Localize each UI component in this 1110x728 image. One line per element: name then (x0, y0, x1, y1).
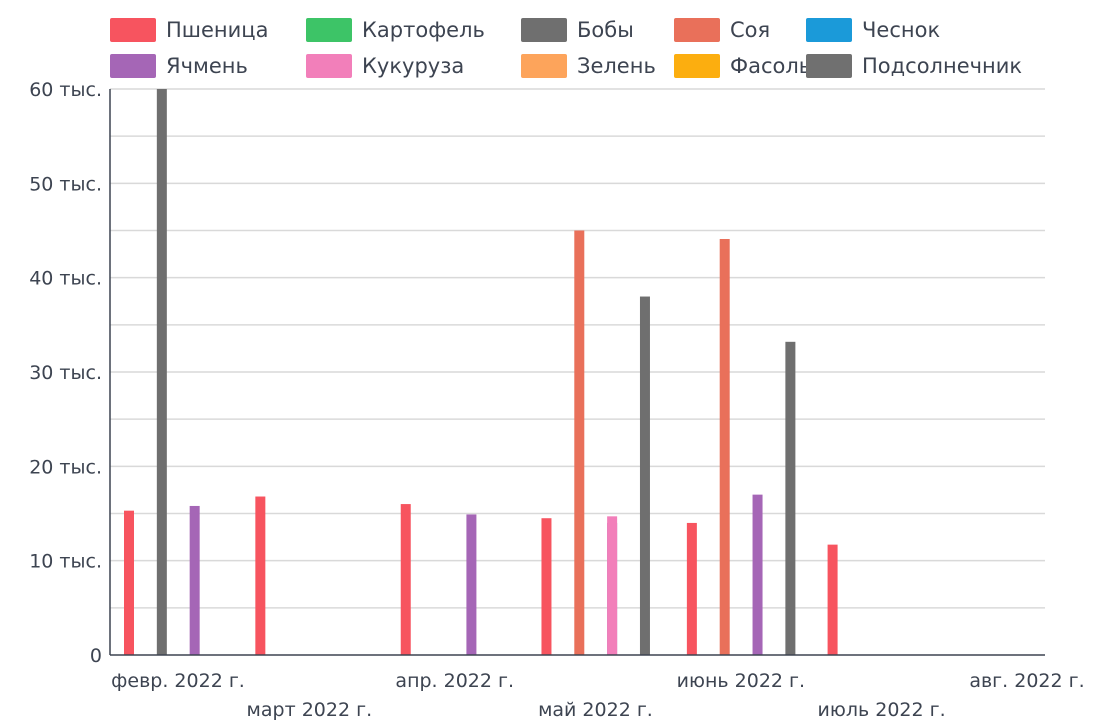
legend-label: Бобы (577, 18, 634, 42)
legend-label: Соя (730, 18, 771, 42)
x-tick-label: февр. 2022 г. (111, 670, 245, 692)
legend-label: Подсолнечник (862, 54, 1023, 78)
legend-item[interactable]: Бобы (521, 17, 634, 43)
y-tick-label: 0 (90, 645, 102, 667)
axes (109, 89, 1045, 656)
legend-swatch (110, 18, 156, 42)
bar[interactable] (156, 89, 167, 655)
y-axis-tick-labels: 0 10 тыс. 20 тыс. 30 тыс. 40 тыс. 50 тыс. 60 т… (29, 79, 102, 667)
x-tick-label: март 2022 г. (247, 699, 373, 721)
legend-swatch (521, 18, 567, 42)
x-axis-tick-labels: февр. 2022 г.март 2022 г. апр. 2022 г. май… (111, 670, 1085, 721)
y-tick-label: 50 тыс. (29, 173, 102, 195)
legend-item[interactable]: Ячмень (110, 53, 248, 79)
bar[interactable] (541, 518, 552, 655)
y-tick-label: 10 тыс. (29, 551, 102, 573)
x-tick-label: апр. 2022 г. (395, 670, 514, 692)
y-tick-label: 30 тыс. (29, 362, 102, 384)
bar[interactable] (607, 516, 618, 655)
bar[interactable] (752, 494, 763, 655)
legend-swatch (674, 54, 720, 78)
bar[interactable] (124, 510, 134, 655)
legend-swatch (521, 54, 567, 78)
bars (124, 89, 838, 656)
legend-label: Кукуруза (362, 54, 465, 78)
x-tick-label: июнь 2022 г. (677, 670, 805, 692)
legend-item[interactable]: Соя (674, 17, 770, 43)
legend-item[interactable]: Зелень (521, 53, 656, 79)
legend-item[interactable]: Фасоль (674, 53, 811, 79)
legend-item[interactable]: Подсолнечник (806, 53, 1022, 79)
legend-item[interactable]: Пшеница (110, 17, 268, 43)
legend-swatch (306, 18, 352, 42)
bar[interactable] (785, 341, 796, 655)
legend-label: Фасоль (730, 54, 812, 78)
x-tick-label: авг. 2022 г. (969, 670, 1084, 692)
bar[interactable] (719, 238, 730, 656)
legend-item[interactable]: Кукуруза (306, 53, 464, 79)
legend-label: Зелень (577, 54, 656, 78)
legend-item[interactable]: Картофель (306, 17, 485, 43)
legend-swatch (306, 54, 352, 78)
legend-swatch (674, 18, 720, 42)
y-tick-label: 40 тыс. (29, 268, 102, 290)
legend-label: Ячмень (166, 54, 248, 78)
bar[interactable] (639, 296, 650, 655)
y-tick-label: 60 тыс. (29, 79, 102, 101)
x-tick-label: май 2022 г. (538, 699, 653, 721)
legend-swatch (110, 54, 156, 78)
bar[interactable] (686, 522, 697, 655)
bar[interactable] (189, 505, 200, 655)
bar[interactable] (255, 496, 266, 655)
legend-swatch (806, 18, 852, 42)
y-tick-label: 20 тыс. (29, 456, 102, 478)
bar[interactable] (466, 514, 477, 655)
x-tick-label: июль 2022 г. (818, 699, 946, 721)
legend-item[interactable]: Чеснок (806, 17, 940, 43)
legend-label: Чеснок (862, 18, 941, 42)
legend-label: Пшеница (166, 18, 269, 42)
legend-label: Картофель (362, 18, 485, 42)
legend-swatch (806, 54, 852, 78)
bar[interactable] (827, 544, 838, 655)
legend: Пшеница Ячмень Картофель Кукуруза Бобы Зелень… (0, 0, 1110, 90)
bar[interactable] (400, 504, 411, 655)
bar[interactable] (574, 230, 585, 656)
